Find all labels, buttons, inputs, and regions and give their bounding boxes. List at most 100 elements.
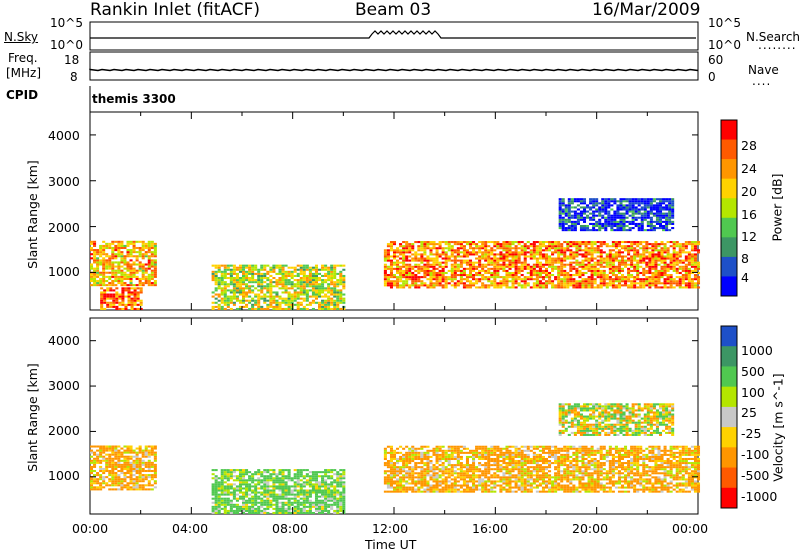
velocity-cell — [278, 481, 282, 484]
power-cell — [646, 210, 650, 213]
power-cell — [327, 277, 331, 280]
power-cell — [563, 274, 567, 277]
velocity-cell — [111, 459, 115, 462]
power-cell — [532, 251, 536, 254]
velocity-cell — [272, 485, 276, 488]
power-colorbar-swatch — [721, 159, 737, 180]
power-cell — [532, 286, 536, 289]
velocity-cell — [305, 493, 309, 496]
velocity-cell — [293, 499, 297, 502]
power-cell — [657, 276, 661, 279]
power-cell — [601, 206, 605, 209]
power-cell — [566, 255, 570, 258]
power-cell — [576, 216, 580, 219]
power-cell — [590, 276, 594, 279]
power-cell — [595, 222, 599, 225]
power-cell — [314, 264, 318, 267]
power-cell — [314, 270, 318, 273]
power-cell — [535, 253, 539, 256]
power-ytick-2000: 2000 — [48, 220, 80, 235]
power-cell — [284, 281, 288, 284]
power-cell — [311, 293, 315, 296]
power-cell — [392, 274, 397, 277]
power-cell — [257, 277, 261, 280]
velocity-cell — [153, 455, 157, 458]
velocity-cell — [333, 491, 337, 494]
power-cell — [690, 278, 694, 281]
velocity-cell — [392, 468, 397, 471]
power-cell — [305, 285, 309, 288]
power-cell — [567, 229, 571, 232]
power-cell — [223, 303, 227, 306]
power-cell — [392, 280, 397, 283]
power-cell — [642, 274, 646, 277]
power-cell — [311, 268, 315, 271]
velocity-cell — [211, 487, 215, 490]
power-cell — [153, 284, 157, 287]
power-cell — [330, 279, 334, 282]
power-cell — [257, 281, 261, 284]
power-cell — [598, 206, 602, 209]
power-cell — [511, 274, 515, 277]
velocity-cell — [333, 485, 337, 488]
nsearch-tick-bottom: 10^0 — [708, 38, 741, 52]
power-cell — [339, 301, 343, 304]
power-cell — [627, 259, 631, 262]
velocity-cell — [284, 475, 288, 478]
power-cell — [611, 267, 615, 270]
power-cell — [327, 291, 331, 294]
power-cell — [408, 263, 412, 266]
power-cell — [663, 282, 667, 285]
velocity-cell — [302, 507, 306, 510]
power-cell — [493, 257, 497, 260]
power-cell — [217, 277, 221, 280]
power-cell — [299, 301, 303, 304]
power-cell — [417, 241, 421, 244]
velocity-cell — [287, 485, 291, 488]
velocity-cell — [278, 477, 282, 480]
power-cell — [578, 241, 582, 244]
power-cell — [251, 268, 255, 271]
power-cell — [272, 268, 276, 271]
power-cell — [484, 253, 488, 256]
power-cell — [617, 245, 621, 248]
power-cell — [619, 214, 623, 217]
power-cell — [584, 280, 588, 283]
power-cell — [127, 303, 131, 306]
velocity-cell — [135, 476, 139, 479]
power-cell — [426, 243, 430, 246]
power-cell — [529, 276, 533, 279]
velocity-cell — [290, 493, 294, 496]
power-cell — [640, 220, 644, 223]
velocity-cell — [150, 476, 154, 479]
power-cell — [613, 222, 617, 225]
velocity-cell — [269, 491, 273, 494]
power-cell — [147, 249, 151, 252]
power-cell — [511, 257, 515, 260]
power-cell — [117, 261, 121, 264]
power-cell — [308, 277, 312, 280]
velocity-cell — [272, 477, 276, 480]
power-cell — [554, 284, 558, 287]
power-cell — [456, 280, 460, 283]
velocity-cell — [120, 451, 124, 454]
power-cell — [405, 257, 409, 260]
velocity-cell — [287, 505, 291, 508]
power-cell — [665, 212, 669, 215]
power-cell — [405, 263, 409, 266]
power-cell — [102, 277, 106, 280]
velocity-cell — [327, 475, 331, 478]
power-cell — [640, 202, 644, 205]
velocity-cell — [251, 489, 255, 492]
power-cell — [321, 299, 325, 302]
power-cell — [578, 280, 582, 283]
power-cell — [544, 261, 549, 264]
power-cell — [333, 287, 337, 290]
power-cell — [523, 257, 527, 260]
power-cell — [321, 305, 325, 308]
power-cell — [242, 279, 246, 282]
power-cell — [414, 253, 418, 256]
power-cell — [668, 220, 672, 223]
power-cell — [269, 279, 273, 282]
